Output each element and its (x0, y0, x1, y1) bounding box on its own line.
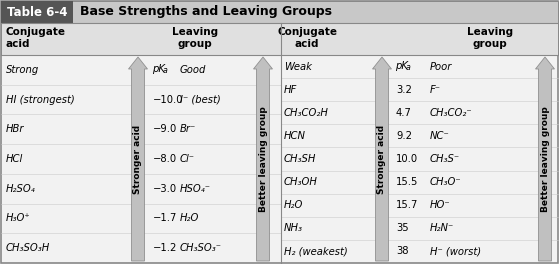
Text: CH₃OH: CH₃OH (284, 177, 318, 187)
Text: CH₃CO₂⁻: CH₃CO₂⁻ (430, 108, 472, 118)
Bar (1, 1, 73, 23)
Text: HI (strongest): HI (strongest) (6, 95, 75, 105)
Text: HBr: HBr (6, 124, 25, 134)
Text: I⁻ (best): I⁻ (best) (180, 95, 221, 105)
Text: 9.2: 9.2 (396, 131, 412, 141)
Text: Leaving
group: Leaving group (467, 27, 513, 49)
Text: Strong: Strong (6, 65, 39, 75)
Text: −1.2: −1.2 (153, 243, 177, 253)
Bar (1, 1, 558, 23)
Text: H₃O⁺: H₃O⁺ (6, 213, 31, 223)
Text: −1.7: −1.7 (153, 213, 177, 223)
Text: Cl⁻: Cl⁻ (180, 154, 195, 164)
Text: a: a (406, 63, 411, 72)
Bar (1, 23, 558, 55)
Text: H⁻ (worst): H⁻ (worst) (430, 247, 481, 256)
Text: HO⁻: HO⁻ (430, 200, 451, 210)
Text: HSO₄⁻: HSO₄⁻ (180, 184, 211, 194)
Text: CH₃SO₃⁻: CH₃SO₃⁻ (180, 243, 222, 253)
Text: CH₃CO₂H: CH₃CO₂H (284, 108, 329, 118)
Text: Poor: Poor (430, 62, 452, 72)
Text: Better leaving group: Better leaving group (541, 106, 549, 212)
Text: HF: HF (284, 85, 297, 95)
Text: pK: pK (152, 64, 165, 74)
Text: Table 6-4: Table 6-4 (7, 6, 67, 18)
Text: Good: Good (180, 65, 206, 75)
Text: CH₃S⁻: CH₃S⁻ (430, 154, 460, 164)
Text: CH₃SO₃H: CH₃SO₃H (6, 243, 50, 253)
Text: NC⁻: NC⁻ (430, 131, 450, 141)
Text: H₂N⁻: H₂N⁻ (430, 223, 454, 233)
Text: NH₃: NH₃ (284, 223, 303, 233)
Text: CH₃SH: CH₃SH (284, 154, 316, 164)
Text: Br⁻: Br⁻ (180, 124, 196, 134)
Text: 10.0: 10.0 (396, 154, 418, 164)
FancyArrow shape (536, 57, 555, 261)
Text: HCl: HCl (6, 154, 23, 164)
Text: 35: 35 (396, 223, 409, 233)
Text: Weak: Weak (284, 62, 312, 72)
Text: 4.7: 4.7 (396, 108, 412, 118)
Text: 15.7: 15.7 (396, 200, 418, 210)
Text: F⁻: F⁻ (430, 85, 441, 95)
Text: a: a (163, 66, 168, 75)
Text: HCN: HCN (284, 131, 306, 141)
Text: Base Strengths and Leaving Groups: Base Strengths and Leaving Groups (80, 6, 332, 18)
Text: −3.0: −3.0 (153, 184, 177, 194)
Text: H₂O: H₂O (284, 200, 304, 210)
Text: pK: pK (395, 60, 408, 70)
Text: Stronger acid: Stronger acid (377, 124, 386, 194)
FancyArrow shape (129, 57, 148, 261)
FancyArrow shape (372, 57, 391, 261)
Text: Conjugate
acid: Conjugate acid (6, 27, 66, 49)
Text: −9.0: −9.0 (153, 124, 177, 134)
Text: 3.2: 3.2 (396, 85, 412, 95)
Text: H₂SO₄: H₂SO₄ (6, 184, 36, 194)
Text: Conjugate
acid: Conjugate acid (277, 27, 337, 49)
Text: H₂ (weakest): H₂ (weakest) (284, 247, 348, 256)
Text: Leaving
group: Leaving group (172, 27, 218, 49)
Text: −8.0: −8.0 (153, 154, 177, 164)
FancyArrow shape (253, 57, 272, 261)
Text: 38: 38 (396, 247, 409, 256)
Text: CH₃O⁻: CH₃O⁻ (430, 177, 462, 187)
Text: H₂O: H₂O (180, 213, 200, 223)
Text: Better leaving group: Better leaving group (258, 106, 268, 212)
Text: −10.0: −10.0 (153, 95, 183, 105)
Text: 15.5: 15.5 (396, 177, 418, 187)
Text: Stronger acid: Stronger acid (134, 124, 143, 194)
